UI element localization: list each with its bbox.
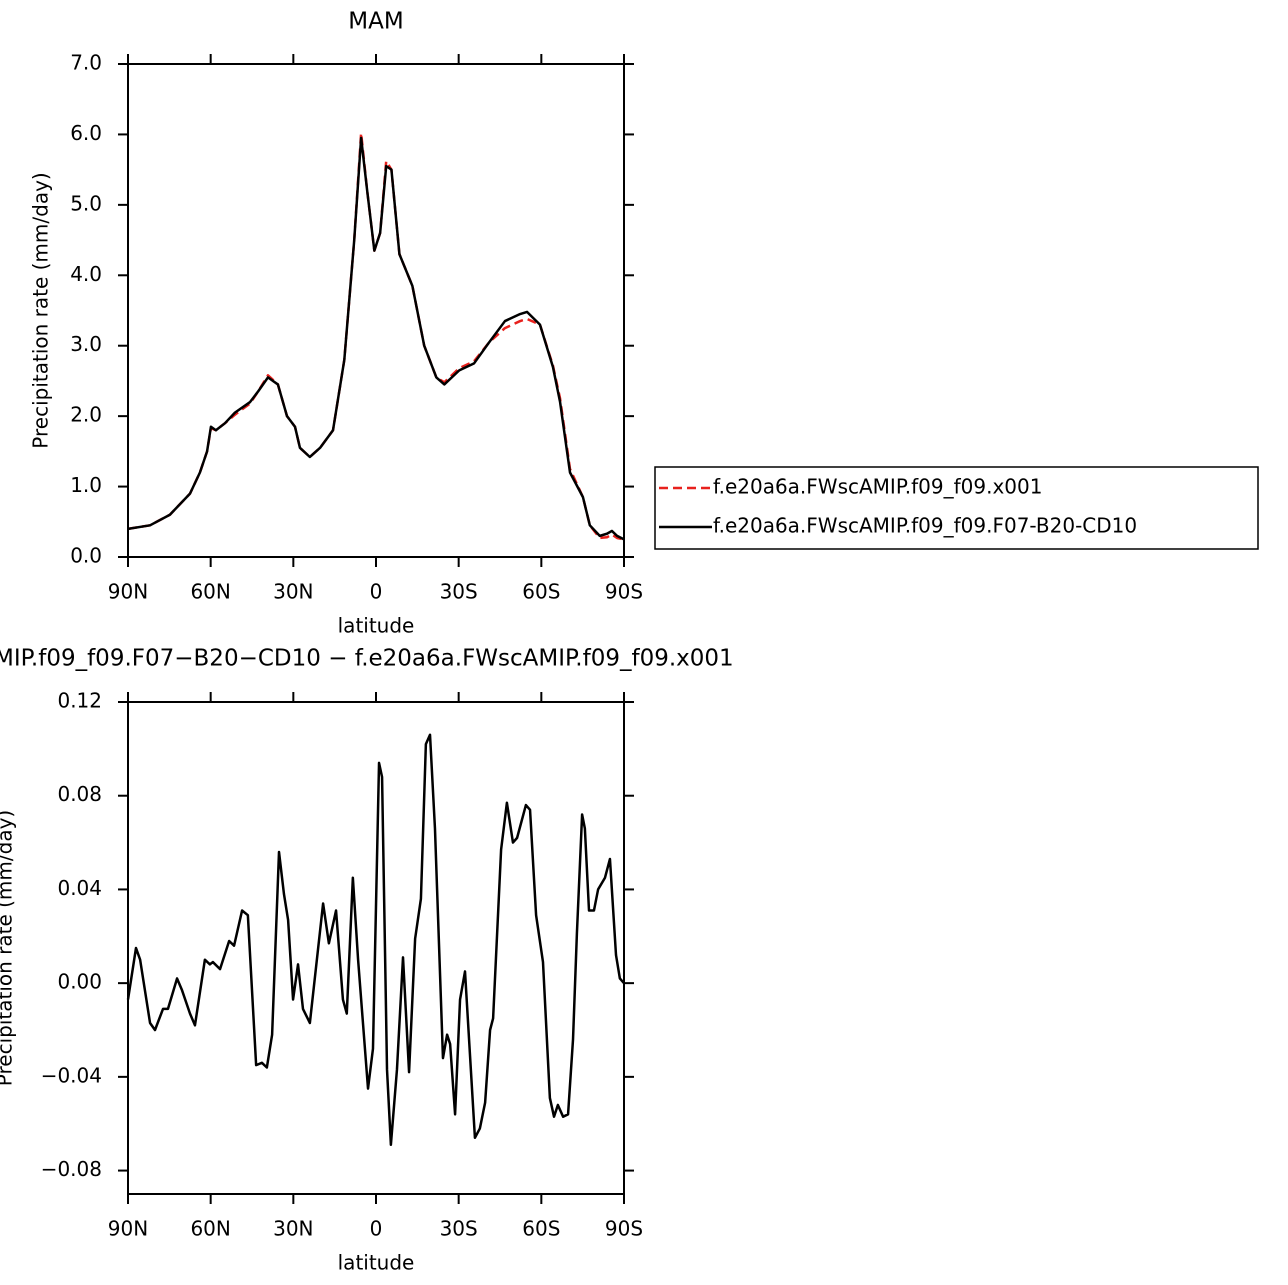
x-tick-label: 0 [370,580,383,604]
x-tick-label: 30N [273,580,313,604]
data-line [127,136,625,541]
x-tick-label: 30S [440,1217,478,1241]
x-tick-label: 30S [440,580,478,604]
y-axis-label: Precipitation rate (mm/day) [0,810,17,1086]
x-tick-label: 0 [370,1217,383,1241]
y-tick-label: 4.0 [70,262,102,286]
x-tick-label: 90S [605,580,643,604]
y-tick-label: 5.0 [70,191,102,215]
x-tick-label: 90N [108,1217,148,1241]
x-tick-label: 60N [190,580,230,604]
y-tick-label: 0.12 [57,689,102,713]
y-tick-label: 0.08 [57,782,102,806]
y-tick-label: 0.0 [70,544,102,568]
y-tick-label: 2.0 [70,403,102,427]
data-line [126,733,625,1147]
plot-frame [127,63,625,558]
plot-frame [127,701,625,1195]
legend-label: f.e20a6a.FWscAMIP.f09_f09.F07-B20-CD10 [713,514,1137,538]
y-axis-label: Precipitation rate (mm/day) [29,172,53,448]
chart-title: MAM [348,9,403,35]
y-tick-label: 0.00 [57,970,102,994]
x-axis-label: latitude [338,614,415,638]
x-axis-label: latitude [338,1251,415,1275]
chart-title: MIP.f09_f09.F07−B20−CD10 − f.e20a6a.FWsc… [0,646,734,672]
y-tick-label: −0.04 [41,1063,102,1087]
legend-label: f.e20a6a.FWscAMIP.f09_f09.x001 [713,475,1042,499]
x-tick-label: 90N [108,580,148,604]
data-line [127,131,625,541]
x-tick-label: 30N [273,1217,313,1241]
x-tick-label: 60S [522,1217,560,1241]
x-tick-label: 60N [190,1217,230,1241]
x-tick-label: 90S [605,1217,643,1241]
y-tick-label: 3.0 [70,332,102,356]
x-tick-label: 60S [522,580,560,604]
y-tick-label: 6.0 [70,121,102,145]
legend-box [654,466,1259,550]
y-tick-label: −0.08 [41,1157,102,1181]
y-tick-label: 0.04 [57,876,102,900]
y-tick-label: 7.0 [70,51,102,75]
y-tick-label: 1.0 [70,473,102,497]
